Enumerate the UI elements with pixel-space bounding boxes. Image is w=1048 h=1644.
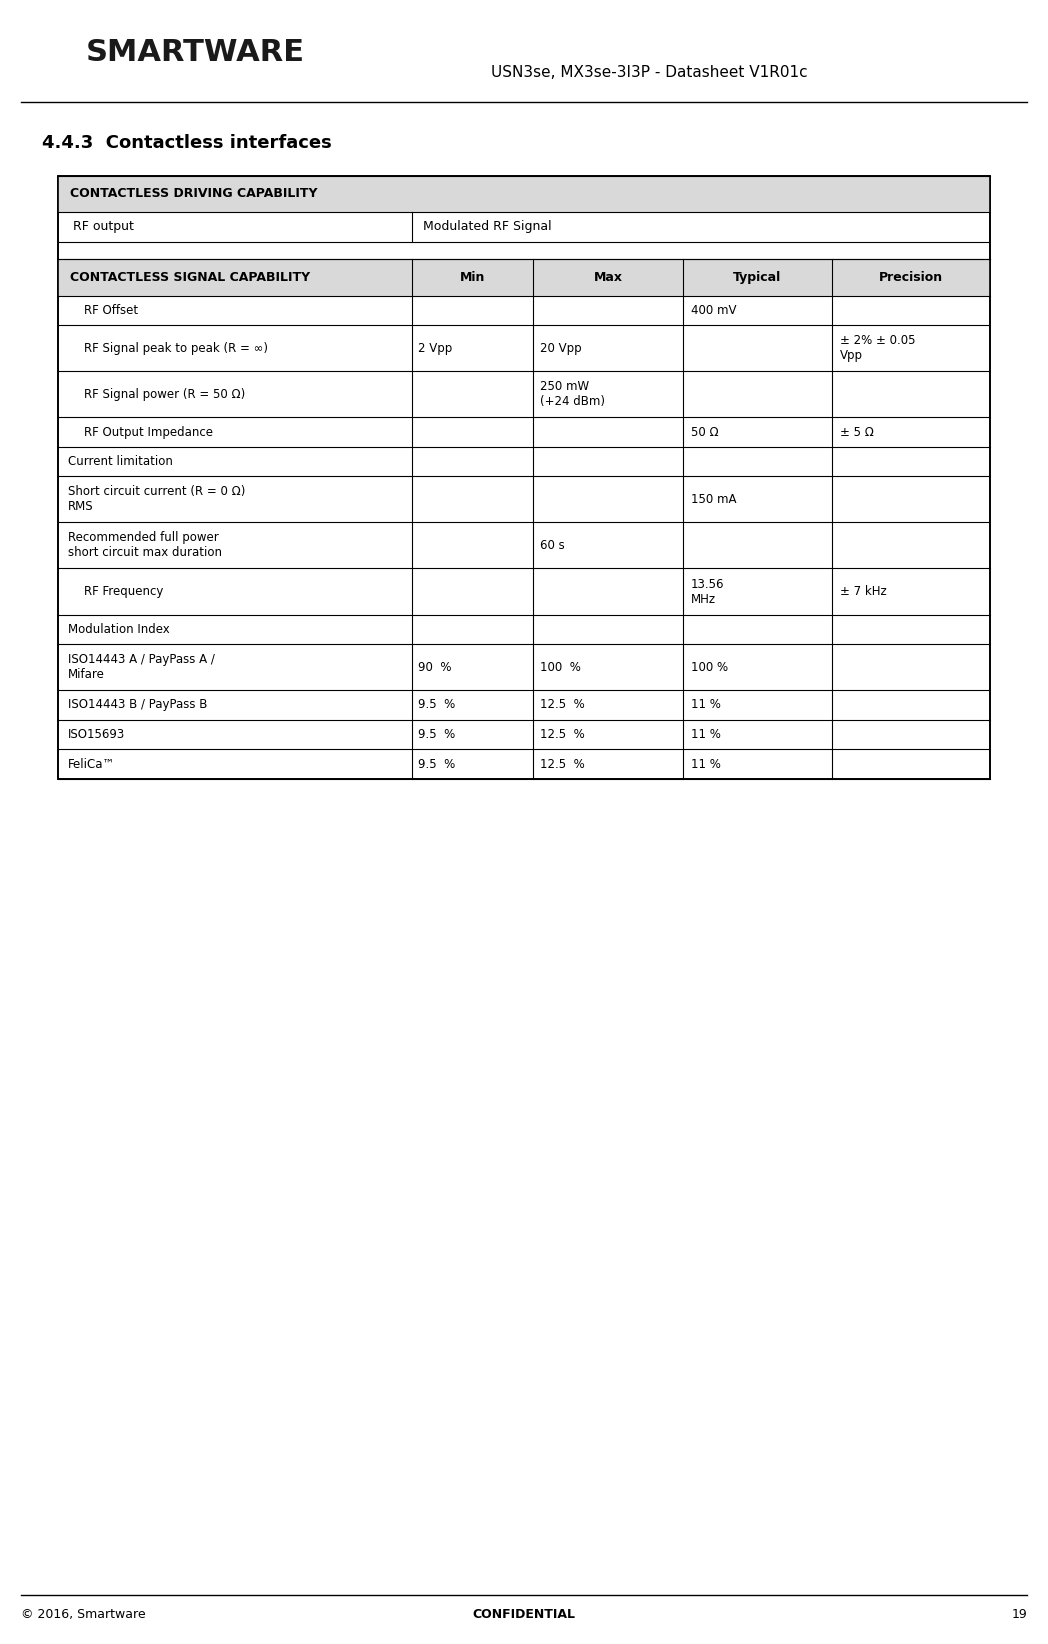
Text: 11 %: 11 % <box>691 758 721 771</box>
Text: RF Frequency: RF Frequency <box>84 585 163 598</box>
Text: ± 7 kHz: ± 7 kHz <box>840 585 887 598</box>
Text: 12.5  %: 12.5 % <box>540 699 585 712</box>
Text: ISO14443 B / PayPass B: ISO14443 B / PayPass B <box>68 699 208 712</box>
Text: ISO15693: ISO15693 <box>68 728 126 741</box>
Text: RF Signal power (R = 50 Ω): RF Signal power (R = 50 Ω) <box>84 388 245 401</box>
Text: RF output: RF output <box>73 220 134 233</box>
Text: 250 mW
(+24 dBm): 250 mW (+24 dBm) <box>540 380 605 408</box>
Text: Min: Min <box>460 271 485 284</box>
Text: 13.56
MHz: 13.56 MHz <box>691 577 724 605</box>
Text: ± 2% ± 0.05
Vpp: ± 2% ± 0.05 Vpp <box>840 334 916 362</box>
Text: Precision: Precision <box>879 271 943 284</box>
Text: Short circuit current (R = 0 Ω)
RMS: Short circuit current (R = 0 Ω) RMS <box>68 485 245 513</box>
Text: RF Signal peak to peak (R = ∞): RF Signal peak to peak (R = ∞) <box>84 342 268 355</box>
Text: 100  %: 100 % <box>540 661 581 674</box>
Text: Current limitation: Current limitation <box>68 455 173 469</box>
Text: 12.5  %: 12.5 % <box>540 758 585 771</box>
Text: RF Output Impedance: RF Output Impedance <box>84 426 213 439</box>
Text: USN3se, MX3se-3I3P - Datasheet V1R01c: USN3se, MX3se-3I3P - Datasheet V1R01c <box>492 64 808 81</box>
Bar <box>58 260 990 296</box>
Text: 4.4.3  Contactless interfaces: 4.4.3 Contactless interfaces <box>42 135 331 151</box>
Text: 100 %: 100 % <box>691 661 728 674</box>
Text: CONTACTLESS SIGNAL CAPABILITY: CONTACTLESS SIGNAL CAPABILITY <box>70 271 310 284</box>
Text: Max: Max <box>593 271 623 284</box>
Bar <box>58 176 990 779</box>
Text: 12.5  %: 12.5 % <box>540 728 585 741</box>
Text: 2 Vpp: 2 Vpp <box>418 342 453 355</box>
Text: 150 mA: 150 mA <box>691 493 737 506</box>
Text: 50 Ω: 50 Ω <box>691 426 719 439</box>
Text: 11 %: 11 % <box>691 728 721 741</box>
Text: Modulation Index: Modulation Index <box>68 623 170 636</box>
Text: CONTACTLESS DRIVING CAPABILITY: CONTACTLESS DRIVING CAPABILITY <box>70 187 318 201</box>
Text: 90  %: 90 % <box>418 661 452 674</box>
Text: 19: 19 <box>1011 1608 1027 1621</box>
Text: 9.5  %: 9.5 % <box>418 699 456 712</box>
Text: ISO14443 A / PayPass A /
Mifare: ISO14443 A / PayPass A / Mifare <box>68 653 215 681</box>
Text: SMARTWARE: SMARTWARE <box>86 38 305 67</box>
Bar <box>58 176 990 779</box>
Text: FeliCa™: FeliCa™ <box>68 758 115 771</box>
Text: Recommended full power
short circuit max duration: Recommended full power short circuit max… <box>68 531 222 559</box>
Bar <box>58 176 990 212</box>
Text: © 2016, Smartware: © 2016, Smartware <box>21 1608 146 1621</box>
Text: 11 %: 11 % <box>691 699 721 712</box>
Text: 9.5  %: 9.5 % <box>418 728 456 741</box>
Text: Modulated RF Signal: Modulated RF Signal <box>422 220 551 233</box>
Text: CONFIDENTIAL: CONFIDENTIAL <box>473 1608 575 1621</box>
Text: ± 5 Ω: ± 5 Ω <box>840 426 874 439</box>
Text: 60 s: 60 s <box>540 539 565 552</box>
Text: RF Offset: RF Offset <box>84 304 138 317</box>
Text: Typical: Typical <box>733 271 782 284</box>
Text: 20 Vpp: 20 Vpp <box>540 342 582 355</box>
Text: 9.5  %: 9.5 % <box>418 758 456 771</box>
Text: 400 mV: 400 mV <box>691 304 737 317</box>
